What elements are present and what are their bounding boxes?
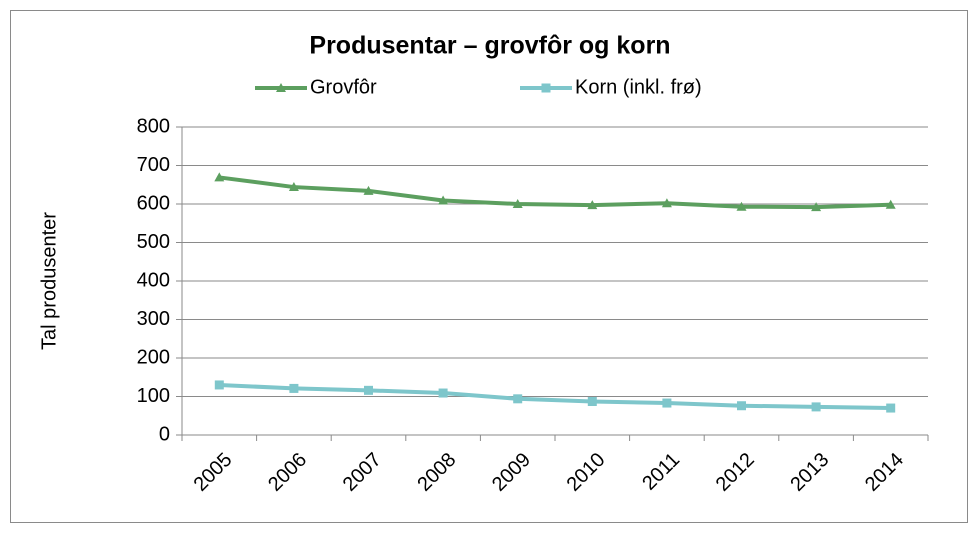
data-point — [513, 394, 523, 404]
legend-marker — [276, 83, 286, 92]
y-axis-label: Tal produsenter — [38, 212, 60, 350]
y-tick-label: 500 — [137, 231, 170, 253]
y-tick-label: 800 — [137, 115, 170, 137]
data-point — [512, 199, 523, 208]
series-line — [219, 382, 891, 411]
y-tick-label: 300 — [137, 308, 170, 330]
data-point — [587, 200, 598, 210]
data-point — [661, 198, 672, 208]
y-tick-label: 600 — [137, 192, 170, 214]
data-point — [662, 398, 672, 408]
data-point — [438, 388, 448, 398]
data-point — [363, 185, 374, 195]
legend-marker — [541, 83, 551, 93]
data-point — [886, 403, 896, 413]
data-point — [811, 202, 822, 212]
data-point — [736, 201, 747, 211]
chart-frame — [10, 10, 968, 523]
data-point — [289, 383, 299, 393]
data-point — [587, 397, 597, 407]
data-point — [885, 199, 896, 209]
data-point — [214, 172, 225, 182]
y-tick-label: 400 — [137, 269, 170, 291]
y-tick-label: 700 — [137, 154, 170, 176]
y-tick-label: 200 — [137, 346, 170, 368]
data-point — [214, 380, 224, 390]
y-tick-label: 0 — [159, 423, 170, 445]
data-point — [811, 402, 821, 412]
data-point — [288, 182, 299, 192]
y-tick-label: 100 — [137, 385, 170, 407]
legend-label: Korn (inkl. frø) — [575, 76, 702, 98]
data-point — [438, 195, 449, 205]
series-line — [219, 175, 891, 210]
data-point — [364, 385, 373, 395]
data-point — [737, 401, 746, 411]
legend-label: Grovfôr — [310, 76, 377, 98]
chart-title: Produsentar – grovfôr og korn — [309, 32, 670, 60]
